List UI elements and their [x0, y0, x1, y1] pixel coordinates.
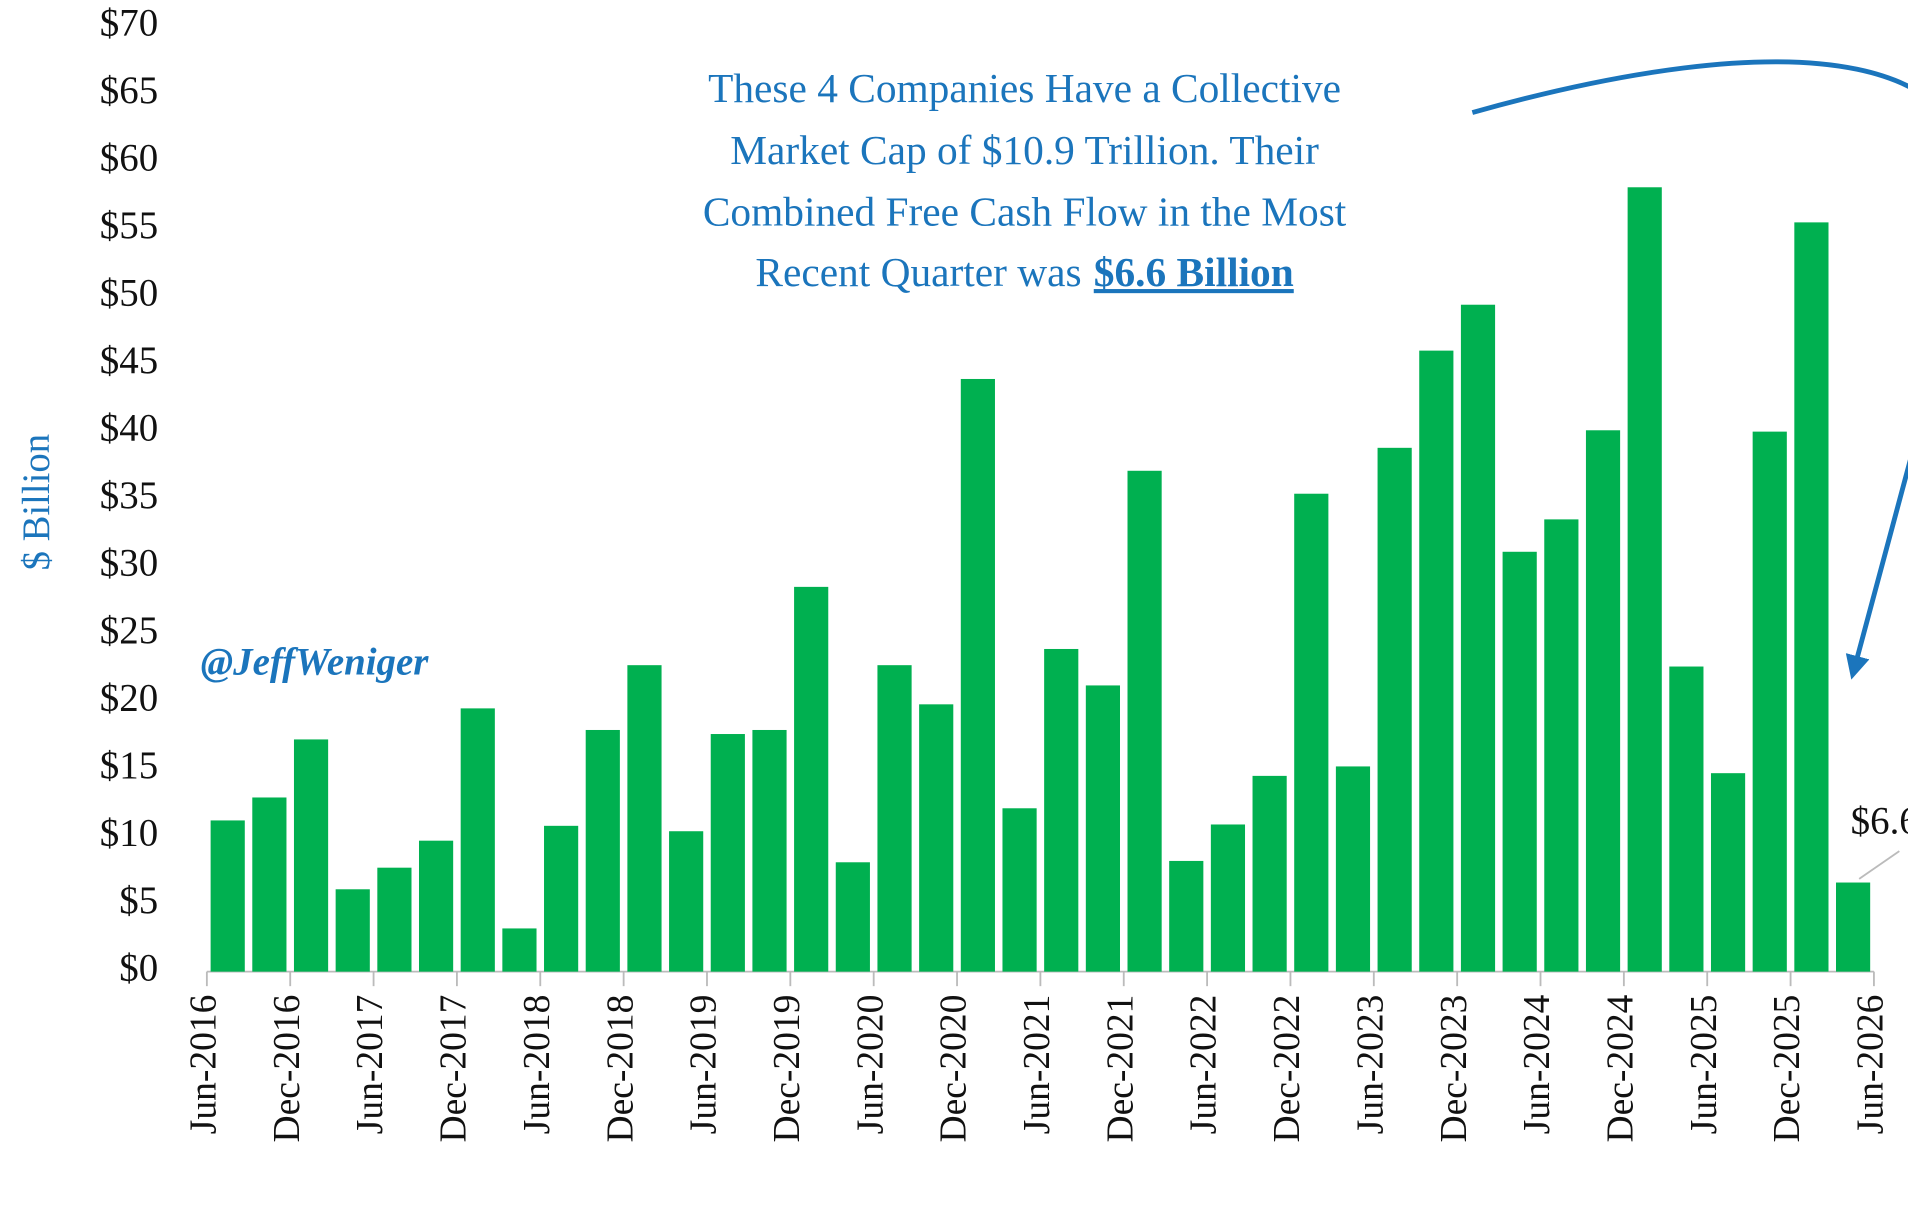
bar — [919, 704, 954, 972]
x-tick-label: Dec-2025 — [1766, 995, 1808, 1143]
y-tick-label: $10 — [100, 812, 158, 855]
bar — [502, 928, 537, 972]
y-tick-label: $45 — [100, 339, 158, 382]
y-tick-label: $40 — [100, 407, 158, 450]
annotation-line: Recent Quarter was $6.6 Billion — [755, 250, 1293, 296]
y-tick-label: $5 — [119, 879, 158, 922]
y-tick-label: $60 — [100, 137, 158, 180]
x-tick-label: Dec-2024 — [1599, 994, 1641, 1142]
bar — [794, 586, 829, 972]
bar — [252, 797, 287, 972]
bar — [752, 729, 787, 972]
bar — [877, 665, 912, 972]
annotation-text: Market Cap of $10.9 Trillion. Their — [730, 127, 1319, 173]
x-tick-label: Jun-2020 — [849, 995, 891, 1135]
annotation-text: Combined Free Cash Flow in the Most — [703, 189, 1347, 235]
bar — [1752, 431, 1787, 972]
x-tick-label: Dec-2017 — [432, 995, 474, 1143]
bar — [1502, 551, 1537, 972]
bar — [1460, 304, 1496, 972]
x-tick-label: Jun-2022 — [1183, 995, 1225, 1135]
x-tick-label: Dec-2023 — [1433, 995, 1475, 1143]
bar — [544, 825, 579, 972]
y-tick-label: $30 — [100, 542, 158, 585]
x-tick-label: Dec-2022 — [1266, 995, 1308, 1143]
y-tick-label: $25 — [100, 609, 158, 652]
x-tick-label: Jun-2021 — [1016, 995, 1058, 1135]
y-axis-label: $ Billion — [15, 434, 58, 571]
annotation-emphasis: $6.6 Billion — [1094, 250, 1294, 296]
x-tick-label: Jun-2017 — [349, 995, 391, 1135]
bar — [710, 734, 745, 972]
y-tick-label: $55 — [100, 204, 158, 247]
bar — [669, 831, 704, 972]
x-tick-label: Dec-2021 — [1099, 995, 1141, 1143]
credit: @JeffWeniger — [201, 640, 430, 683]
bar — [1627, 187, 1662, 972]
bar — [1252, 775, 1287, 972]
y-tick-label: $65 — [100, 69, 158, 112]
x-tick-label: Jun-2023 — [1349, 995, 1391, 1135]
bar — [377, 867, 412, 972]
x-tick-label: Jun-2025 — [1683, 995, 1725, 1135]
bar — [293, 739, 329, 972]
bar — [460, 708, 495, 972]
bar — [1210, 824, 1246, 972]
x-tick-label: Dec-2020 — [933, 995, 975, 1143]
annotation-text: Recent Quarter was — [755, 250, 1081, 296]
bar — [835, 862, 870, 972]
bar — [1794, 222, 1829, 972]
bar — [1085, 685, 1120, 972]
bar — [960, 378, 995, 972]
y-tick-label: $0 — [119, 947, 158, 990]
bar — [1169, 860, 1204, 972]
bar — [1836, 882, 1871, 972]
y-tick-label: $35 — [100, 474, 158, 517]
bar — [1127, 470, 1162, 972]
x-tick-label: Dec-2019 — [766, 995, 808, 1143]
bar — [627, 665, 662, 972]
y-tick-label: $20 — [100, 677, 158, 720]
bar — [1544, 519, 1579, 972]
arrow — [1471, 59, 1908, 680]
y-tick-label: $50 — [100, 272, 158, 315]
x-tick-label: Jun-2026 — [1849, 995, 1891, 1135]
x-tick-label: Dec-2016 — [266, 995, 308, 1143]
annotation-line: Market Cap of $10.9 Trillion. Their — [730, 127, 1319, 173]
bar — [1419, 350, 1454, 972]
bar — [418, 840, 454, 972]
x-tick-label: Dec-2018 — [599, 995, 641, 1143]
annotation-line: These 4 Companies Have a Collective — [708, 66, 1341, 112]
annotation-text: These 4 Companies Have a Collective — [708, 66, 1341, 112]
bar — [1377, 447, 1412, 972]
bar — [585, 729, 620, 972]
x-tick-label: Jun-2016 — [182, 995, 224, 1135]
bar — [1002, 808, 1037, 972]
x-tick-label: Jun-2019 — [683, 995, 725, 1135]
y-tick-label: $15 — [100, 744, 158, 787]
data-label: $6.6 — [1851, 799, 1908, 842]
x-tick-label: Jun-2024 — [1516, 994, 1558, 1134]
annotation-line: Combined Free Cash Flow in the Most — [703, 189, 1347, 235]
bar — [1669, 666, 1704, 972]
bar — [1294, 493, 1329, 972]
bar — [1335, 766, 1371, 972]
bar — [335, 889, 370, 972]
x-tick-label: Jun-2018 — [516, 995, 558, 1135]
leader-line — [1858, 850, 1900, 880]
bar — [1044, 648, 1079, 972]
y-tick-label: $70 — [100, 2, 158, 45]
bar — [210, 820, 245, 972]
bar — [1585, 430, 1621, 972]
bar — [1710, 773, 1746, 972]
